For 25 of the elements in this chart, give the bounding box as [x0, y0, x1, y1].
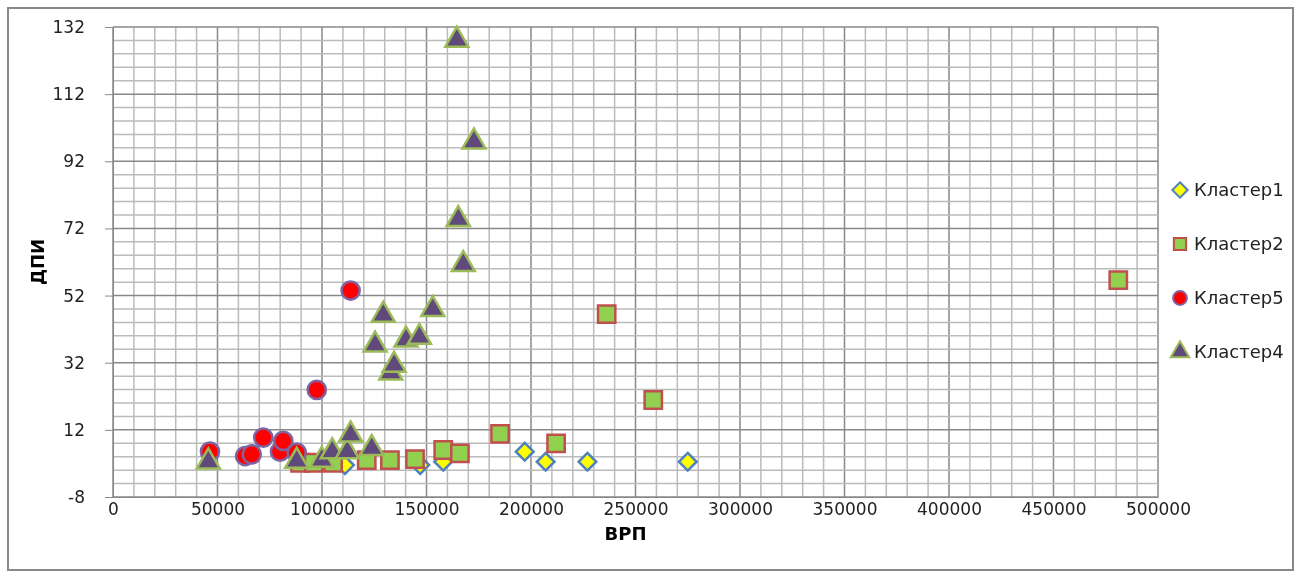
x-tick-label: 150000	[394, 499, 460, 520]
x-tick-label: 200000	[499, 499, 564, 520]
x-tick-label: 100000	[290, 499, 355, 520]
legend-label: Кластер5	[1194, 287, 1284, 308]
y-tick-label: 32	[63, 352, 85, 373]
x-tick-label: 450000	[1021, 499, 1087, 520]
x-tick-label: 0	[108, 499, 119, 520]
legend-label: Кластер4	[1194, 341, 1284, 362]
y-axis-title: ДПИ	[27, 238, 48, 286]
y-tick-label: 52	[63, 285, 85, 306]
x-tick-label: 250000	[603, 499, 669, 520]
y-tick-label: -8	[68, 486, 85, 507]
x-tick-label: 400000	[917, 499, 982, 520]
y-tick-label: 132	[52, 16, 85, 37]
y-tick-label: 112	[52, 84, 85, 105]
y-tick-label: 72	[63, 218, 85, 239]
x-tick-label: 50000	[190, 499, 246, 520]
legend-label: Кластер1	[1194, 179, 1284, 200]
x-axis-title: ВРП	[604, 523, 647, 544]
x-tick-label: 350000	[812, 499, 878, 520]
y-tick-label: 92	[63, 151, 85, 172]
x-tick-label: 500000	[1126, 499, 1191, 520]
legend-label: Кластер2	[1194, 233, 1284, 254]
x-tick-label: 300000	[708, 499, 773, 520]
y-tick-label: 12	[63, 419, 85, 440]
